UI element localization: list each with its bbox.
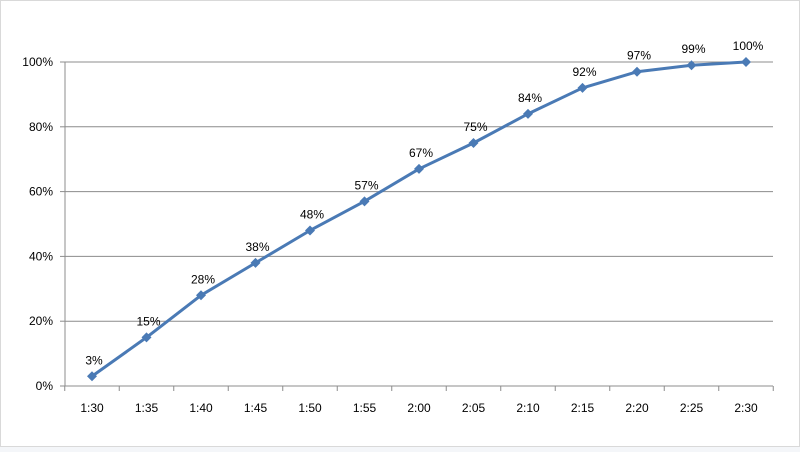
data-label: 28% [191,272,215,286]
x-tick-label: 1:30 [80,401,104,415]
y-tick-label: 60% [29,185,53,199]
x-tick-label: 2:20 [625,401,649,415]
data-label: 3% [85,353,103,367]
x-tick-label: 2:05 [462,401,486,415]
data-point-marker [468,138,479,148]
plot-area [65,30,773,392]
data-point-marker [196,290,206,301]
data-label: 97% [627,49,651,63]
y-tick-label: 100% [22,55,53,69]
gridlines [60,61,773,387]
y-axis-tick-labels: 0% 20% 40% 60% 80% 100% [22,55,53,393]
data-label: 38% [245,240,269,254]
x-tick-label: 2:15 [571,401,595,415]
data-point-marker [414,163,424,174]
data-point-marker [250,257,261,268]
y-tick-label: 0% [36,379,54,393]
x-tick-label: 1:45 [244,401,268,415]
x-tick-label: 1:40 [189,401,213,415]
data-point-marker [523,108,533,119]
data-label: 84% [518,91,542,105]
y-tick-label: 20% [29,314,53,328]
data-point-marker [577,82,588,93]
x-tick-label: 2:00 [407,401,431,415]
data-point-marker [632,66,642,77]
data-label: 57% [354,178,378,192]
data-label: 99% [681,42,705,56]
data-label: 48% [300,207,324,221]
data-point-marker [87,371,97,382]
data-labels: 3% 15% 28% 38% 48% 57% 67% 75% 84% 92% 97% 99% 100% [85,39,763,367]
x-tick-label: 2:30 [734,401,758,415]
data-label: 92% [572,65,596,79]
data-label: 75% [463,120,487,134]
x-tick-label: 2:10 [516,401,540,415]
data-point-marker [686,60,697,71]
data-label: 15% [136,314,160,328]
x-tick-label: 1:35 [135,401,159,415]
data-point-marker [141,332,152,343]
data-label: 100% [733,39,764,53]
x-tick-label: 1:50 [298,401,322,415]
series-markers [87,57,751,382]
data-point-marker [741,57,751,67]
x-tick-label: 2:25 [680,401,704,415]
data-point-marker [305,225,315,236]
x-tick-label: 1:55 [353,401,377,415]
data-point-marker [359,196,370,207]
axes [64,62,774,391]
data-label: 67% [409,146,433,160]
y-tick-label: 40% [29,249,53,263]
y-tick-label: 80% [29,120,53,134]
x-axis-tick-labels: 1:30 1:35 1:40 1:45 1:50 1:55 2:00 2:05 2:10 2:15… [80,401,758,415]
